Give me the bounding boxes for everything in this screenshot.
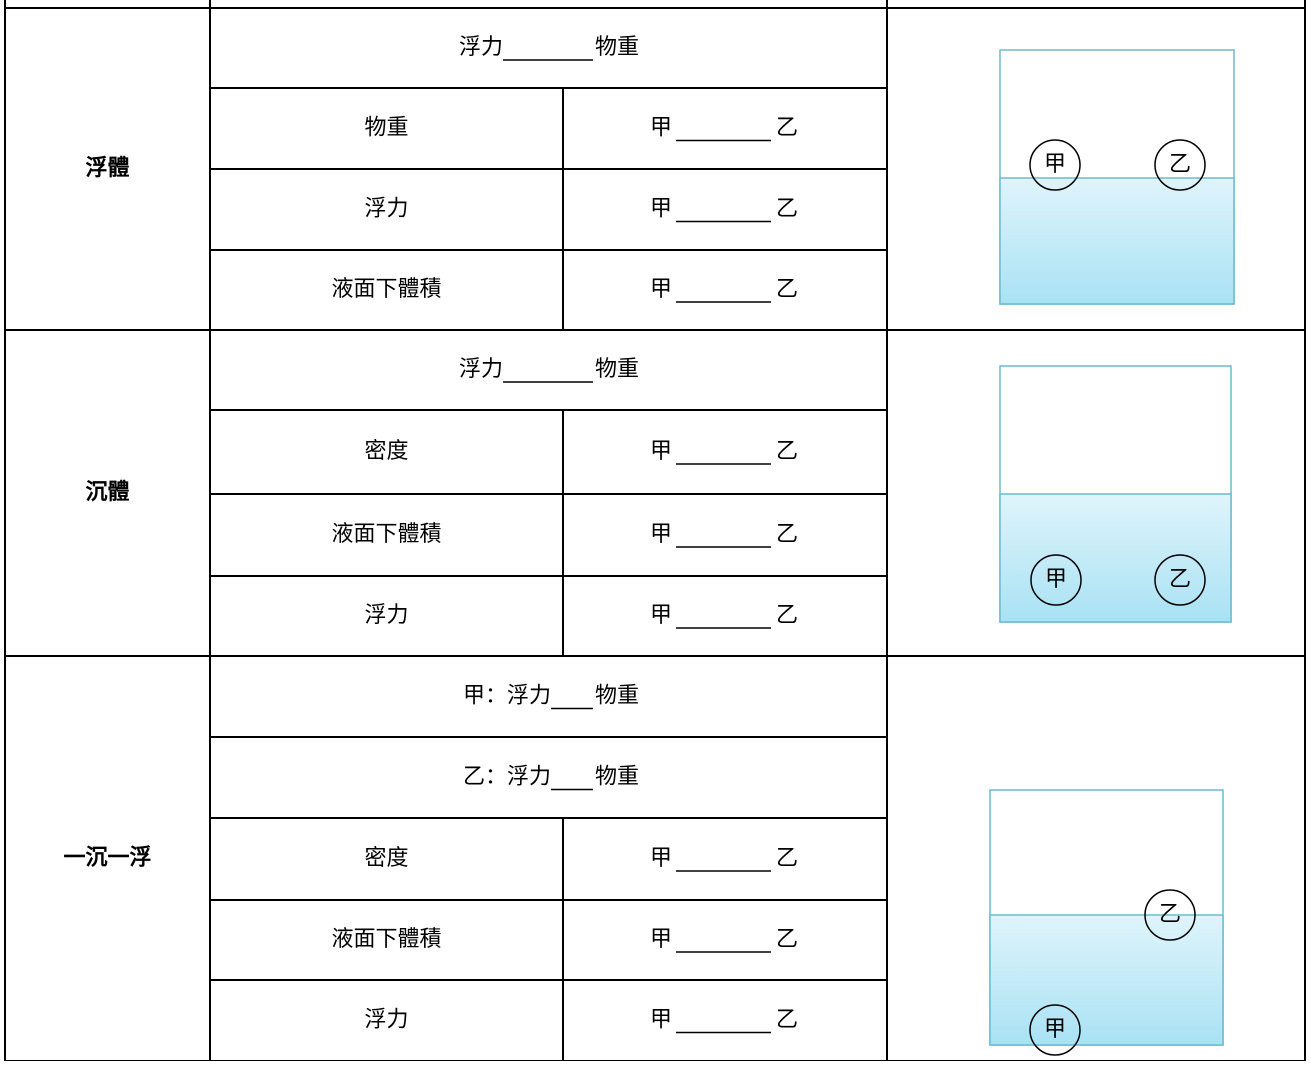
blank-left: 浮力: [459, 357, 503, 382]
blank-right: 乙: [776, 277, 798, 302]
object-label: 乙: [1159, 902, 1181, 927]
blank-right: 物重: [595, 357, 639, 382]
blank-right: 物重: [595, 35, 639, 60]
blank-left: 甲: [650, 197, 672, 222]
section-label: 沉體: [85, 479, 129, 505]
object-ball: [1029, 139, 1081, 191]
blank-left: 甲: [650, 1008, 672, 1033]
blank-right: 乙: [776, 197, 798, 222]
object-ball: [1144, 889, 1196, 941]
blank-left: 甲: [650, 927, 672, 952]
object-ball: [1029, 1004, 1081, 1056]
blank-left: 浮力: [459, 35, 503, 60]
object-label: 甲: [1045, 567, 1067, 592]
blank-left: 乙：浮力: [463, 765, 551, 790]
row-name: 浮力: [364, 1008, 408, 1033]
blank-right: 物重: [595, 765, 639, 790]
row-name: 液面下體積: [331, 927, 441, 952]
section-label: 一沉一浮: [63, 845, 151, 871]
row-name: 液面下體積: [331, 277, 441, 302]
blank-left: 甲: [650, 277, 672, 302]
blank-right: 乙: [776, 846, 798, 871]
object-label: 乙: [1169, 152, 1191, 177]
object-label: 甲: [1044, 1017, 1066, 1042]
blank-right: 乙: [776, 439, 798, 464]
blank-left: 甲: [650, 116, 672, 141]
water: [999, 177, 1235, 305]
blank-left: 甲：浮力: [463, 684, 551, 709]
row-name: 浮力: [364, 603, 408, 628]
row-name: 浮力: [364, 197, 408, 222]
blank-left: 甲: [650, 846, 672, 871]
object-label: 乙: [1169, 567, 1191, 592]
row-name: 密度: [364, 846, 408, 871]
blank-right: 乙: [776, 1008, 798, 1033]
blank-right: 乙: [776, 522, 798, 547]
blank-left: 甲: [650, 522, 672, 547]
water: [989, 914, 1224, 1046]
water: [999, 493, 1232, 623]
blank-right: 乙: [776, 927, 798, 952]
blank-right: 物重: [595, 684, 639, 709]
blank-right: 乙: [776, 603, 798, 628]
row-name: 液面下體積: [331, 522, 441, 547]
section-label: 浮體: [85, 155, 129, 181]
object-ball: [1030, 554, 1082, 606]
row-name: 物重: [364, 116, 408, 141]
object-ball: [1154, 139, 1206, 191]
blank-right: 乙: [776, 116, 798, 141]
blank-left: 甲: [650, 439, 672, 464]
blank-left: 甲: [650, 603, 672, 628]
row-name: 密度: [364, 439, 408, 464]
object-label: 甲: [1044, 152, 1066, 177]
object-ball: [1154, 554, 1206, 606]
